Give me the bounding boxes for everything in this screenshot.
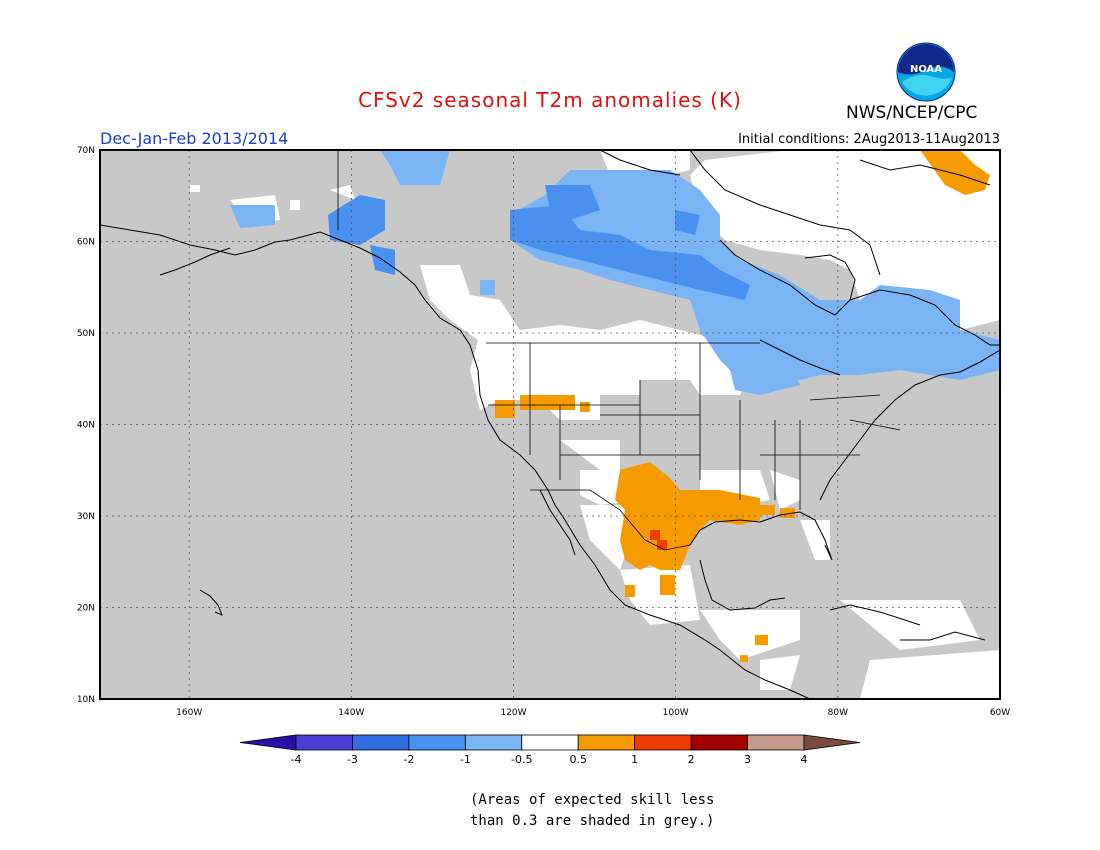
latitude-labels: 70N 60N 50N 40N 30N 20N 10N [77,146,95,705]
colorbar-swatch [634,734,692,751]
borders [337,150,901,551]
colorbar-label: -0.5 [511,753,532,766]
lat-label: 30N [77,512,95,522]
lon-label: 100W [663,708,689,718]
lat-label: 20N [77,604,95,614]
map-frame [99,149,1001,700]
colorbar-label: 2 [688,753,695,766]
skill-note-line-2: than 0.3 are shaded in grey.) [470,813,715,829]
colorbar-label: -4 [291,753,302,766]
skill-note-line-1: (Areas of expected skill less [470,792,715,808]
coastlines [100,150,1000,699]
colorbar-low-arrow [239,734,297,751]
longitude-labels: 160W 140W 120W 100W 80W 60W [176,708,1010,718]
lat-lon-grid [100,150,1000,699]
chart-title: CFSv2 seasonal T2m anomalies (K) [358,88,742,112]
colorbar-swatch [295,734,353,751]
colorbar-label: -1 [460,753,471,766]
colorbar-label: 1 [631,753,638,766]
colorbar-swatch [464,734,523,751]
colorbar-label: -3 [347,753,358,766]
colorbar-swatch [521,734,579,751]
initial-conditions: Initial conditions: 2Aug2013-11Aug2013 [738,132,1000,147]
lat-label: 70N [77,146,95,156]
agency-label: NWS/NCEP/CPC [846,103,978,123]
skill-note: (Areas of expected skill less than 0.3 a… [470,790,730,832]
colorbar-swatch [747,734,805,751]
colorbar: -4 -3 -2 -1 -0.5 0.5 1 2 3 4 [239,734,861,766]
colorbar-swatch [690,734,748,751]
svg-text:NOAA: NOAA [910,64,942,75]
colorbar-label: 0.5 [569,753,587,766]
lat-label: 60N [77,238,95,248]
lat-label: 40N [77,421,95,431]
noaa-logo: NOAA [896,42,956,102]
negative-anomaly-regions [230,150,1000,395]
colorbar-high-arrow [803,734,861,751]
colorbar-label: 3 [744,753,751,766]
lat-label: 50N [77,329,95,339]
lon-label: 60W [990,708,1010,718]
colorbar-label: -2 [403,753,414,766]
lon-label: 160W [176,708,202,718]
colorbar-swatch [352,734,410,751]
lon-label: 140W [338,708,364,718]
lon-label: 120W [500,708,526,718]
colorbar-label: 4 [801,753,808,766]
lat-label: 10N [77,695,95,705]
colorbar-swatch [408,734,466,751]
lon-label: 80W [828,708,848,718]
forecast-period: Dec-Jan-Feb 2013/2014 [100,129,289,148]
colorbar-swatch [577,734,636,751]
